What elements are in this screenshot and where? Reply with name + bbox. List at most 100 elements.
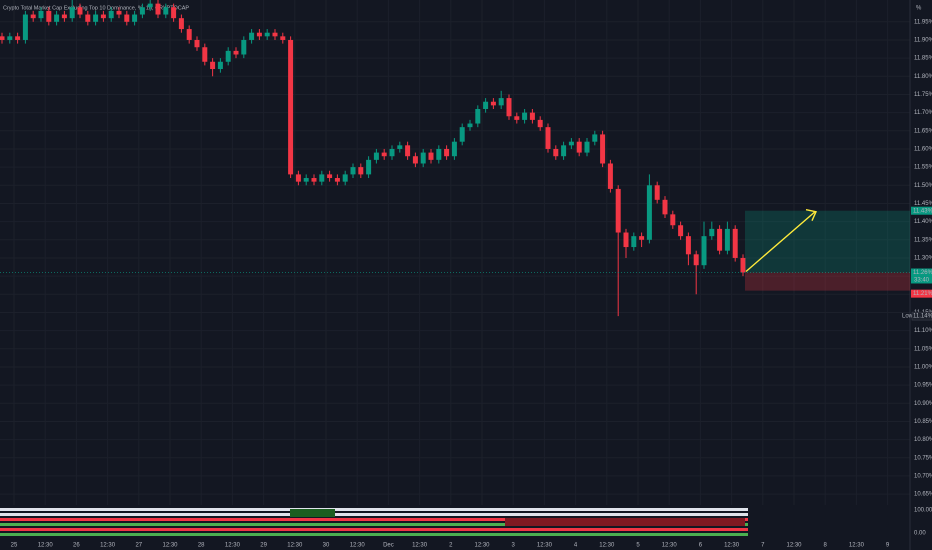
candle-body: [334, 178, 340, 182]
candle-body: [350, 167, 356, 175]
candle-body: [709, 228, 715, 237]
x-tick-label: 12:30: [849, 543, 865, 549]
candle-body: [623, 232, 629, 248]
candle-body: [444, 148, 450, 157]
x-tick-label: 12:30: [162, 543, 178, 549]
indicator-row: [0, 508, 748, 511]
price-tag-label: 11.26%: [913, 270, 932, 276]
chart-title: Crypto Total Market Cap Excluding Top 10…: [3, 5, 189, 11]
candle-body: [108, 10, 114, 19]
candle-body: [561, 145, 567, 157]
x-tick-label: 12:30: [38, 543, 54, 549]
candle-body: [100, 14, 106, 19]
x-tick-label: 3: [512, 543, 516, 549]
y-tick-label: 11.95%: [914, 19, 932, 25]
candle-body: [303, 178, 309, 182]
x-tick-label: 8: [824, 543, 828, 549]
candle-body: [545, 127, 551, 149]
y-tick-label: 11.85%: [914, 56, 932, 62]
candle-body: [139, 7, 145, 15]
candle-body: [537, 119, 543, 128]
candle-body: [428, 152, 434, 160]
candle-body: [7, 36, 13, 40]
y-tick-label: 11.75%: [914, 92, 932, 98]
x-tick-label: 12:30: [287, 543, 303, 549]
candle-body: [490, 101, 496, 106]
candle-body: [358, 167, 364, 175]
y-tick-label: 11.10%: [914, 328, 932, 334]
y-tick-label: 11.45%: [914, 201, 932, 207]
x-tick-label: 12:30: [537, 543, 553, 549]
candle-body: [412, 156, 418, 164]
candle-body: [272, 32, 278, 37]
candle-body: [670, 214, 676, 226]
candle-body: [717, 228, 723, 251]
indicator-label: 0.00: [914, 531, 926, 537]
candle-body: [740, 257, 746, 273]
candle-body: [592, 134, 598, 142]
y-tick-label: 11.80%: [914, 74, 932, 80]
y-tick-label: 11.70%: [914, 110, 932, 116]
candle-body: [615, 188, 621, 233]
candle-body: [132, 14, 138, 22]
candle-body: [724, 228, 730, 251]
indicator-row: [0, 518, 748, 521]
x-tick-label: 4: [574, 543, 578, 549]
price-tag: [911, 289, 932, 298]
candle-body: [529, 112, 535, 120]
indicator-row: [0, 513, 748, 516]
candle-body: [93, 14, 99, 22]
price-tag-label: 11.43%: [913, 208, 932, 214]
candle-body: [685, 236, 691, 255]
candle-body: [678, 225, 684, 237]
countdown: 33:40: [914, 278, 930, 284]
candle-body: [46, 10, 52, 22]
x-tick-label: 12:30: [474, 543, 490, 549]
axis-unit: %: [916, 6, 922, 12]
candle-body: [475, 108, 481, 124]
x-tick-label: 12:30: [225, 543, 241, 549]
y-tick-label: 11.30%: [914, 256, 932, 262]
x-tick-label: 12:30: [100, 543, 116, 549]
x-tick-label: Dec: [383, 543, 394, 549]
y-tick-label: 10.70%: [914, 474, 932, 480]
y-tick-label: 11.00%: [914, 365, 932, 371]
candle-body: [701, 236, 707, 266]
candle-body: [264, 32, 270, 37]
candle-body: [233, 50, 239, 55]
x-tick-label: 12:30: [412, 543, 428, 549]
candle-body: [600, 134, 606, 164]
candle-body: [506, 98, 512, 117]
low-marker-label: 11.14%: [913, 314, 932, 320]
x-tick-label: 12:30: [350, 543, 366, 549]
candle-body: [420, 152, 426, 164]
y-tick-label: 11.40%: [914, 219, 932, 225]
candle-body: [288, 39, 294, 175]
candle-body: [389, 148, 395, 157]
x-tick-label: 12:30: [662, 543, 678, 549]
candle-body: [30, 14, 36, 19]
indicator-label: 100.00: [914, 508, 932, 514]
candle-body: [38, 10, 44, 19]
x-tick-label: 26: [73, 543, 80, 549]
x-tick-label: 25: [11, 543, 18, 549]
stop-zone: [745, 272, 910, 291]
candle-body: [366, 159, 372, 175]
price-tag-label: 11.21%: [913, 291, 932, 297]
grid: [0, 0, 910, 505]
candle-body: [584, 141, 590, 153]
y-tick-label: 10.65%: [914, 492, 932, 498]
candle-body: [451, 141, 457, 157]
candle-body: [116, 10, 122, 15]
candle-body: [373, 152, 379, 160]
x-tick-label: 12:30: [724, 543, 740, 549]
candle-body: [381, 152, 387, 157]
candle-body: [256, 32, 262, 37]
candle-body: [77, 7, 83, 15]
indicator-block: [290, 509, 335, 517]
x-tick-label: 29: [260, 543, 267, 549]
price-tag: [911, 268, 932, 277]
candle-body: [280, 36, 286, 40]
candle-body: [514, 116, 520, 120]
